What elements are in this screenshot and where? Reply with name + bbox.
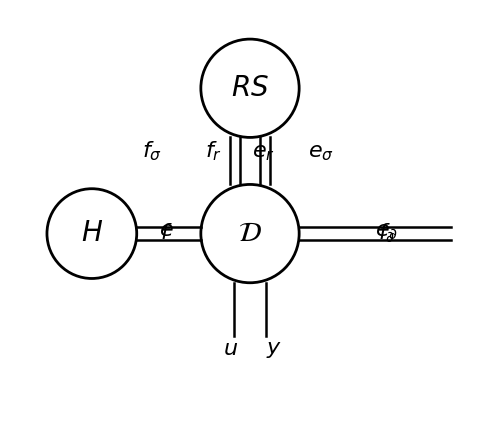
Text: $e_{\sigma}$: $e_{\sigma}$ bbox=[308, 141, 334, 163]
Text: $u$: $u$ bbox=[223, 338, 238, 360]
Text: $\mathcal{D}$: $\mathcal{D}$ bbox=[238, 220, 262, 247]
Text: $e_r$: $e_r$ bbox=[252, 141, 275, 163]
Text: $f$: $f$ bbox=[160, 222, 173, 244]
Text: $f_{\partial}$: $f_{\partial}$ bbox=[378, 221, 396, 244]
Text: $RS$: $RS$ bbox=[231, 75, 269, 102]
Text: $H$: $H$ bbox=[81, 220, 103, 247]
Text: $f_r$: $f_r$ bbox=[205, 139, 222, 163]
Text: $f_{\sigma}$: $f_{\sigma}$ bbox=[142, 139, 163, 163]
Text: $y$: $y$ bbox=[266, 338, 281, 360]
Text: $e$: $e$ bbox=[160, 219, 174, 241]
Text: $e_{\partial}$: $e_{\partial}$ bbox=[376, 219, 398, 241]
